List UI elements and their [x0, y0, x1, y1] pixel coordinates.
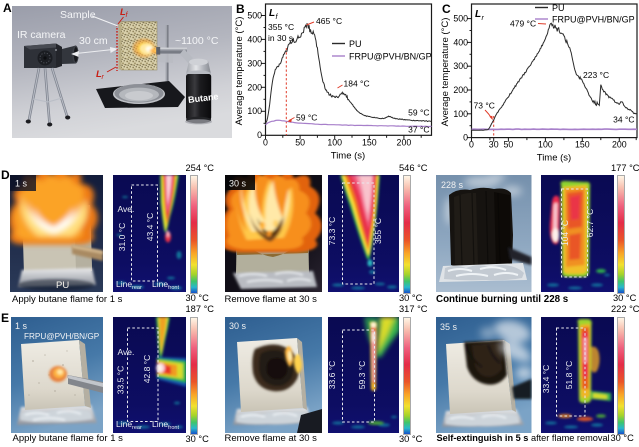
svg-text:50: 50 — [295, 138, 305, 148]
svg-text:100: 100 — [327, 138, 342, 148]
svg-text:0: 0 — [469, 140, 474, 150]
svg-text:104 °C: 104 °C — [560, 219, 570, 245]
svg-text:Average temperature (°C): Average temperature (°C) — [440, 18, 451, 127]
svg-text:59 °C: 59 °C — [408, 108, 429, 118]
svg-text:500: 500 — [453, 14, 468, 24]
svg-text:51.8 °C: 51.8 °C — [564, 361, 574, 389]
svg-text:300: 300 — [247, 58, 262, 68]
svg-text:Line: Line — [152, 419, 168, 429]
svg-text:479 °C: 479 °C — [510, 19, 536, 29]
svg-text:73.3 °C: 73.3 °C — [328, 216, 337, 244]
svg-text:200: 200 — [453, 85, 468, 95]
svg-text:355 °C: 355 °C — [373, 217, 383, 243]
svg-text:Ave.: Ave. — [117, 347, 134, 357]
svg-text:L: L — [269, 8, 275, 19]
svg-text:43.4 °C: 43.4 °C — [145, 212, 155, 240]
svg-text:200: 200 — [397, 138, 412, 148]
svg-text:0: 0 — [257, 130, 262, 140]
svg-text:IR camera: IR camera — [17, 29, 66, 41]
svg-text:37 °C: 37 °C — [408, 125, 429, 135]
svg-text:L: L — [475, 9, 481, 20]
svg-text:150: 150 — [575, 140, 590, 150]
svg-text:Sample: Sample — [60, 9, 96, 21]
svg-text:150: 150 — [362, 138, 377, 148]
svg-text:rear: rear — [132, 425, 142, 431]
svg-text:228 s: 228 s — [441, 180, 464, 190]
svg-text:100: 100 — [538, 140, 553, 150]
svg-text:L: L — [120, 7, 126, 18]
svg-text:100: 100 — [453, 109, 468, 119]
svg-text:30 s: 30 s — [229, 321, 247, 331]
svg-text:Time (s): Time (s) — [331, 151, 365, 162]
svg-text:Line: Line — [152, 279, 168, 289]
svg-text:73 °C: 73 °C — [474, 101, 495, 111]
svg-text:62.7 °C: 62.7 °C — [585, 208, 595, 236]
svg-text:100: 100 — [247, 106, 262, 116]
svg-text:front: front — [168, 285, 179, 291]
svg-text:FRPU@PVH/BN/GP: FRPU@PVH/BN/GP — [24, 332, 100, 341]
svg-text:35 s: 35 s — [440, 322, 458, 332]
svg-text:front: front — [168, 425, 179, 431]
svg-text:200: 200 — [612, 140, 627, 150]
svg-text:42.8 °C: 42.8 °C — [142, 355, 152, 383]
svg-text:33.5 °C: 33.5 °C — [115, 366, 125, 394]
svg-text:33.6 °C: 33.6 °C — [328, 361, 337, 389]
svg-text:30 cm: 30 cm — [79, 35, 108, 47]
svg-text:33.4 °C: 33.4 °C — [541, 365, 551, 393]
svg-text:1 s: 1 s — [15, 178, 28, 188]
svg-text:Line: Line — [116, 419, 132, 429]
svg-text:Ave.: Ave. — [117, 204, 134, 214]
svg-text:PU: PU — [349, 39, 362, 49]
svg-text:200: 200 — [247, 82, 262, 92]
svg-text:0: 0 — [263, 138, 268, 148]
svg-text:400: 400 — [247, 34, 262, 44]
svg-text:FRPU@PVH/BN/GP: FRPU@PVH/BN/GP — [349, 52, 432, 62]
svg-text:Butane: Butane — [188, 91, 220, 105]
svg-text:FRPU@PVH/BN/GP: FRPU@PVH/BN/GP — [552, 15, 635, 25]
svg-text:Line: Line — [116, 279, 132, 289]
svg-text:184 °C: 184 °C — [344, 79, 370, 89]
svg-text:Average temperature (°C): Average temperature (°C) — [234, 17, 245, 126]
svg-text:30 s: 30 s — [229, 178, 247, 188]
svg-text:31.0 °C: 31.0 °C — [117, 222, 127, 250]
svg-text:f: f — [126, 12, 129, 19]
svg-text:PU: PU — [56, 280, 69, 291]
svg-text:Time (s): Time (s) — [537, 153, 571, 164]
svg-text:300: 300 — [453, 61, 468, 71]
svg-text:30: 30 — [489, 140, 499, 150]
svg-text:L: L — [96, 69, 102, 80]
svg-text:355 °C: 355 °C — [268, 22, 294, 32]
svg-text:50: 50 — [504, 140, 514, 150]
svg-text:in 30 s: in 30 s — [268, 33, 293, 43]
svg-text:1 s: 1 s — [15, 321, 28, 331]
svg-text:~1100 °C: ~1100 °C — [175, 35, 219, 47]
svg-text:rear: rear — [132, 285, 142, 291]
svg-text:0: 0 — [463, 133, 468, 143]
svg-text:59.3 °C: 59.3 °C — [357, 361, 367, 389]
svg-text:PU: PU — [552, 3, 565, 13]
svg-text:f: f — [276, 14, 279, 21]
svg-text:465 °C: 465 °C — [316, 16, 342, 26]
svg-text:500: 500 — [247, 11, 262, 21]
svg-text:59 °C: 59 °C — [296, 113, 317, 123]
svg-text:r: r — [482, 15, 485, 22]
svg-text:400: 400 — [453, 37, 468, 47]
svg-text:34 °C: 34 °C — [613, 115, 634, 125]
svg-text:r: r — [102, 74, 105, 81]
svg-text:223 °C: 223 °C — [583, 70, 609, 80]
